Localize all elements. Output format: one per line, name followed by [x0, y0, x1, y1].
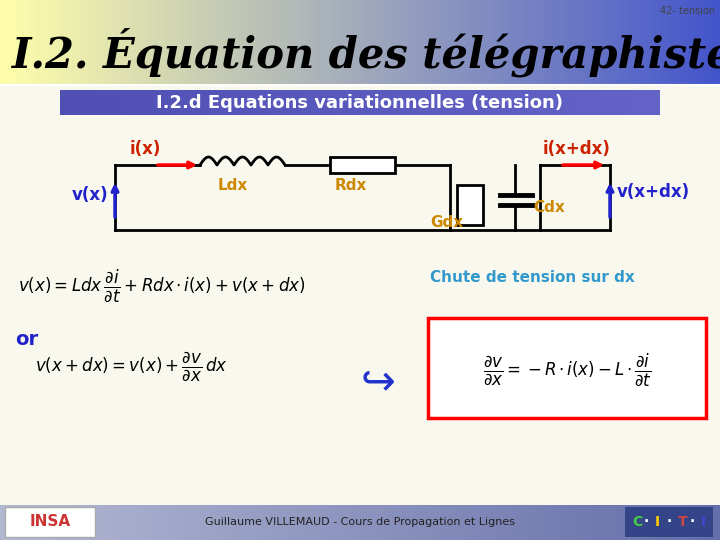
Text: Guillaume VILLEMAUD - Cours de Propagation et Lignes: Guillaume VILLEMAUD - Cours de Propagati… — [205, 517, 515, 527]
Text: $v(x) = Ldx\,\dfrac{\partial i}{\partial t} + Rdx\,{\cdot}\,i(x) + v(x+dx)$: $v(x) = Ldx\,\dfrac{\partial i}{\partial… — [18, 268, 305, 305]
Text: I: I — [655, 515, 660, 529]
Text: i(x): i(x) — [130, 140, 161, 158]
Text: T: T — [678, 515, 688, 529]
Text: INSA: INSA — [30, 515, 71, 530]
Text: C: C — [632, 515, 642, 529]
Bar — [428, 318, 706, 418]
Text: Rdx: Rdx — [335, 178, 367, 193]
Text: $v(x+dx) = v(x) + \dfrac{\partial v}{\partial x}\,dx$: $v(x+dx) = v(x) + \dfrac{\partial v}{\pa… — [35, 350, 228, 383]
Text: $\dfrac{\partial v}{\partial x} = -R\,{\cdot}\,i(x) - L\,{\cdot}\,\dfrac{\partia: $\dfrac{\partial v}{\partial x} = -R\,{\… — [482, 352, 652, 388]
Text: ·: · — [644, 515, 649, 529]
Text: v(x+dx): v(x+dx) — [617, 183, 690, 201]
Text: i(x+dx): i(x+dx) — [543, 140, 611, 158]
Text: Cdx: Cdx — [533, 199, 564, 214]
Text: v(x): v(x) — [72, 186, 109, 204]
Text: or: or — [15, 330, 38, 349]
Text: ·: · — [667, 515, 672, 529]
Text: 42- tension: 42- tension — [660, 6, 715, 16]
Text: Chute de tension sur dx: Chute de tension sur dx — [430, 270, 635, 285]
Text: I.2.d Equations variationnelles (tension): I.2.d Equations variationnelles (tension… — [156, 93, 564, 111]
Text: I: I — [701, 515, 706, 529]
Bar — [625, 507, 713, 537]
Text: I.2. Équation des télégraphistes: I.2. Équation des télégraphistes — [12, 27, 720, 77]
Bar — [0, 85, 720, 505]
Text: Ldx: Ldx — [218, 178, 248, 193]
Text: ·: · — [690, 515, 695, 529]
Bar — [457, 185, 483, 225]
Bar — [5, 507, 95, 537]
Bar — [330, 157, 395, 173]
Text: Gdx: Gdx — [430, 215, 463, 230]
Text: $\hookrightarrow$: $\hookrightarrow$ — [352, 360, 395, 402]
